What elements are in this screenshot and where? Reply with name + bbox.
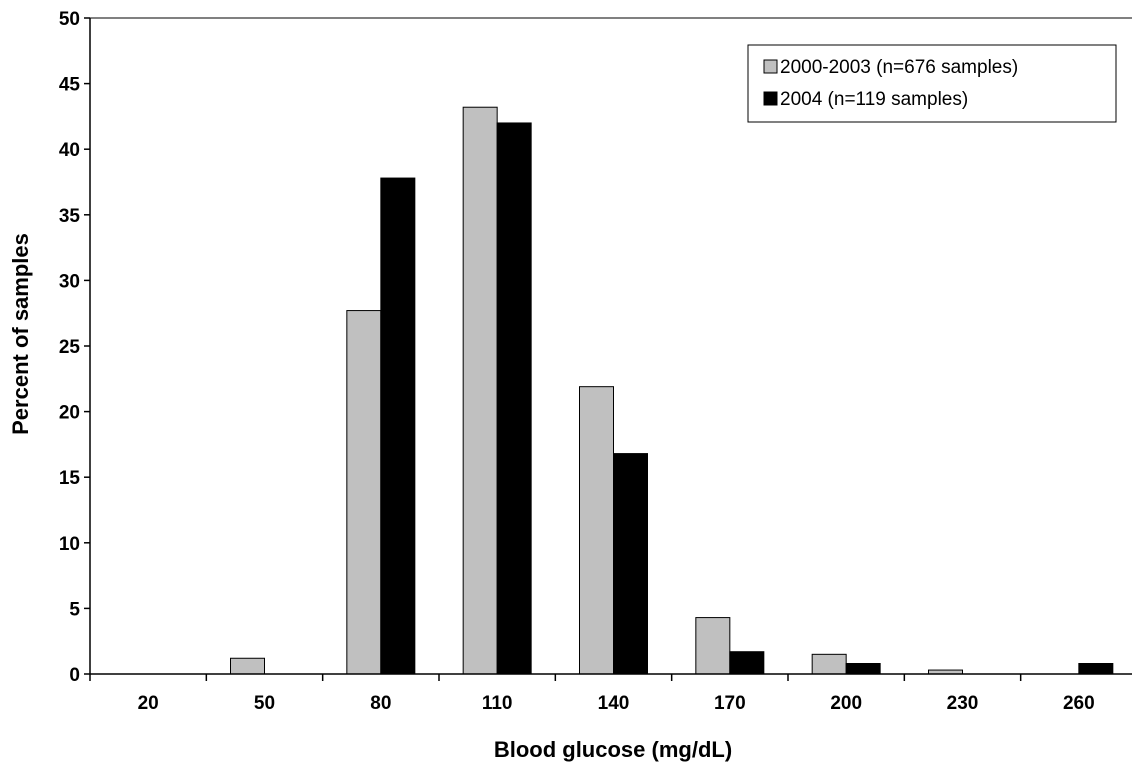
bar-series1-260 <box>1078 663 1114 675</box>
bar-series0-170 <box>695 617 731 675</box>
bar-series0-110 <box>462 106 498 675</box>
y-tick-label: 50 <box>59 9 80 30</box>
y-tick-label: 40 <box>59 140 80 161</box>
x-axis-title: Blood glucose (mg/dL) <box>494 737 732 762</box>
x-tick-label-20: 20 <box>138 693 159 714</box>
y-tick-label: 35 <box>59 206 81 227</box>
legend-box <box>747 44 1117 123</box>
y-ticks-group: 0 5 10 15 20 25 30 35 40 45 50 <box>59 9 90 686</box>
x-tick-label-200: 200 <box>830 693 862 714</box>
y-tick-label: 20 <box>59 403 80 424</box>
y-tick-label: 5 <box>69 599 80 620</box>
x-tick-label-230: 230 <box>947 693 979 714</box>
bar-series0-140 <box>579 386 614 675</box>
x-tick-label-80: 80 <box>370 693 391 714</box>
y-tick-label: 30 <box>59 271 80 292</box>
legend: 2000-2003 (n=676 samples) 2004 (n=119 sa… <box>747 44 1117 123</box>
bars-group <box>230 106 1114 675</box>
bar-series0-200 <box>811 653 847 675</box>
x-ticks-group: 20 50 80 110 140 170 200 230 260 <box>89 674 1095 714</box>
y-tick-label: 45 <box>59 75 81 96</box>
bar-series1-110 <box>496 122 532 675</box>
y-tick-label: 10 <box>59 534 80 555</box>
y-axis-title: Percent of samples <box>8 233 33 435</box>
y-tick-label: 25 <box>59 337 81 358</box>
bar-series1-200 <box>845 663 881 675</box>
bar-series0-80 <box>346 310 382 675</box>
bar-series0-50 <box>230 657 265 675</box>
legend-label-2000-2003: 2000-2003 (n=676 samples) <box>780 57 1018 78</box>
legend-label-2004: 2004 (n=119 samples) <box>780 89 968 110</box>
bar-series1-80 <box>380 177 416 675</box>
x-tick-label-110: 110 <box>482 693 513 714</box>
bar-series1-140 <box>613 453 648 675</box>
y-tick-label: 15 <box>59 468 81 489</box>
x-tick-label-170: 170 <box>714 693 746 714</box>
x-tick-label-50: 50 <box>254 693 275 714</box>
legend-swatch-2004 <box>763 91 778 106</box>
legend-swatch-2000-2003 <box>763 59 778 74</box>
x-tick-label-140: 140 <box>598 693 630 714</box>
bar-series1-170 <box>729 651 765 675</box>
y-tick-label: 0 <box>69 665 80 686</box>
x-tick-label-260: 260 <box>1063 693 1095 714</box>
